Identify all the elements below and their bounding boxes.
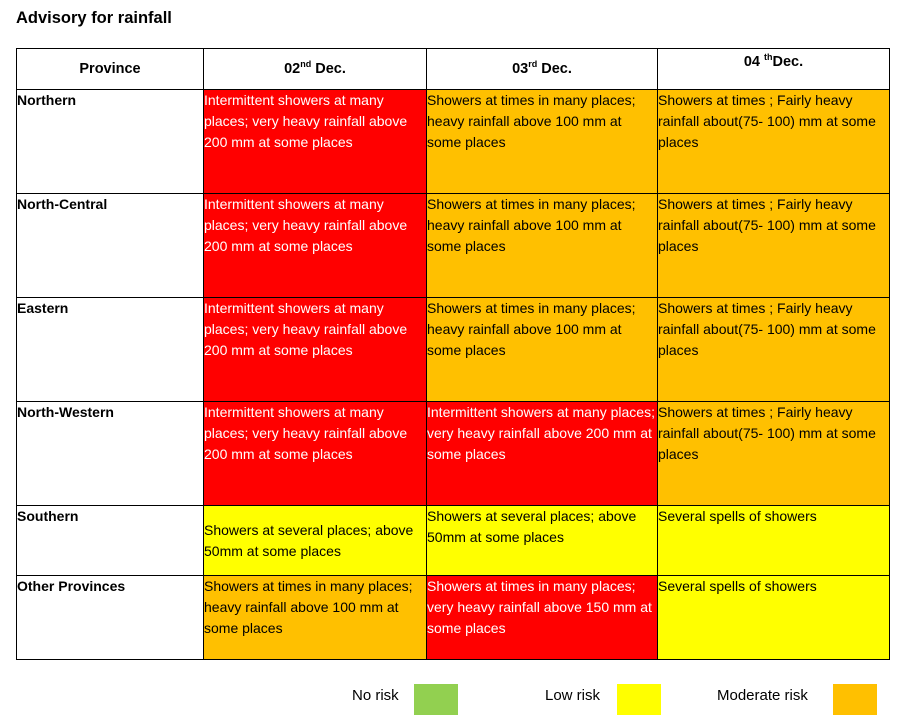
header-date-3: 04 thDec. [657, 48, 890, 90]
header-date-2: 03rd Dec. [426, 48, 658, 90]
advisory-cell: Intermittent showers at many places; ver… [426, 401, 658, 506]
advisory-cell: Showers at times in many places; heavy r… [426, 297, 658, 402]
advisory-cell: Showers at several places; above 50mm at… [203, 505, 427, 576]
advisory-cell: Showers at times ; Fairly heavy rainfall… [657, 89, 890, 194]
header-date-3-num: 04 [743, 54, 765, 70]
advisory-cell: Showers at times in many places; heavy r… [426, 89, 658, 194]
table-row: Other Provinces Showers at times in many… [16, 575, 890, 660]
province-cell: Northern [16, 89, 204, 194]
advisory-cell: Showers at times ; Fairly heavy rainfall… [657, 297, 890, 402]
legend-label-no-risk: No risk [352, 687, 399, 704]
advisory-cell: Showers at times ; Fairly heavy rainfall… [657, 193, 890, 298]
legend-swatch-no-risk [414, 684, 458, 715]
advisory-cell: Intermittent showers at many places; ver… [203, 401, 427, 506]
advisory-cell: Intermittent showers at many places; ver… [203, 193, 427, 298]
province-cell: Eastern [16, 297, 204, 402]
advisory-cell: Showers at times ; Fairly heavy rainfall… [657, 401, 890, 506]
province-cell: North-Central [16, 193, 204, 298]
province-cell: Southern [16, 505, 204, 576]
rainfall-advisory-table: Province 02nd Dec. 03rd Dec. 04 thDec. N… [16, 48, 890, 660]
table-row: Southern Showers at several places; abov… [16, 505, 890, 576]
header-date-3-rest: Dec. [772, 54, 804, 70]
legend-swatch-moderate-risk [833, 684, 877, 715]
province-cell: Other Provinces [16, 575, 204, 660]
legend-label-moderate-risk: Moderate risk [717, 687, 808, 704]
legend-label-low-risk: Low risk [545, 687, 601, 704]
header-province: Province [16, 48, 204, 90]
header-date-2-rest: Dec. [537, 60, 572, 77]
table-row: Northern Intermittent showers at many pl… [16, 89, 890, 194]
advisory-cell: Showers at times in many places; very he… [426, 575, 658, 660]
advisory-cell: Showers at times in many places; heavy r… [426, 193, 658, 298]
legend-swatch-low-risk [617, 684, 661, 715]
advisory-cell: Intermittent showers at many places; ver… [203, 297, 427, 402]
header-date-1-sup: nd [300, 58, 312, 69]
header-date-1-rest: Dec. [311, 60, 346, 77]
header-date-2-sup: rd [528, 58, 538, 69]
advisory-cell: Showers at times in many places; heavy r… [203, 575, 427, 660]
province-cell: North-Western [16, 401, 204, 506]
header-date-1: 02nd Dec. [203, 48, 427, 90]
header-row: Province 02nd Dec. 03rd Dec. 04 thDec. [16, 48, 890, 90]
header-date-2-num: 03 [512, 60, 529, 77]
table-row: North-Western Intermittent showers at ma… [16, 401, 890, 506]
advisory-cell: Several spells of showers [657, 575, 890, 660]
header-date-1-num: 02 [284, 60, 301, 77]
advisory-cell: Showers at several places; above 50mm at… [426, 505, 658, 576]
advisory-cell: Intermittent showers at many places; ver… [203, 89, 427, 194]
table-row: North-Central Intermittent showers at ma… [16, 193, 890, 298]
page-title: Advisory for rainfall [16, 9, 172, 27]
table-row: Eastern Intermittent showers at many pla… [16, 297, 890, 402]
advisory-cell: Several spells of showers [657, 505, 890, 576]
header-date-3-sup: th [764, 52, 773, 63]
